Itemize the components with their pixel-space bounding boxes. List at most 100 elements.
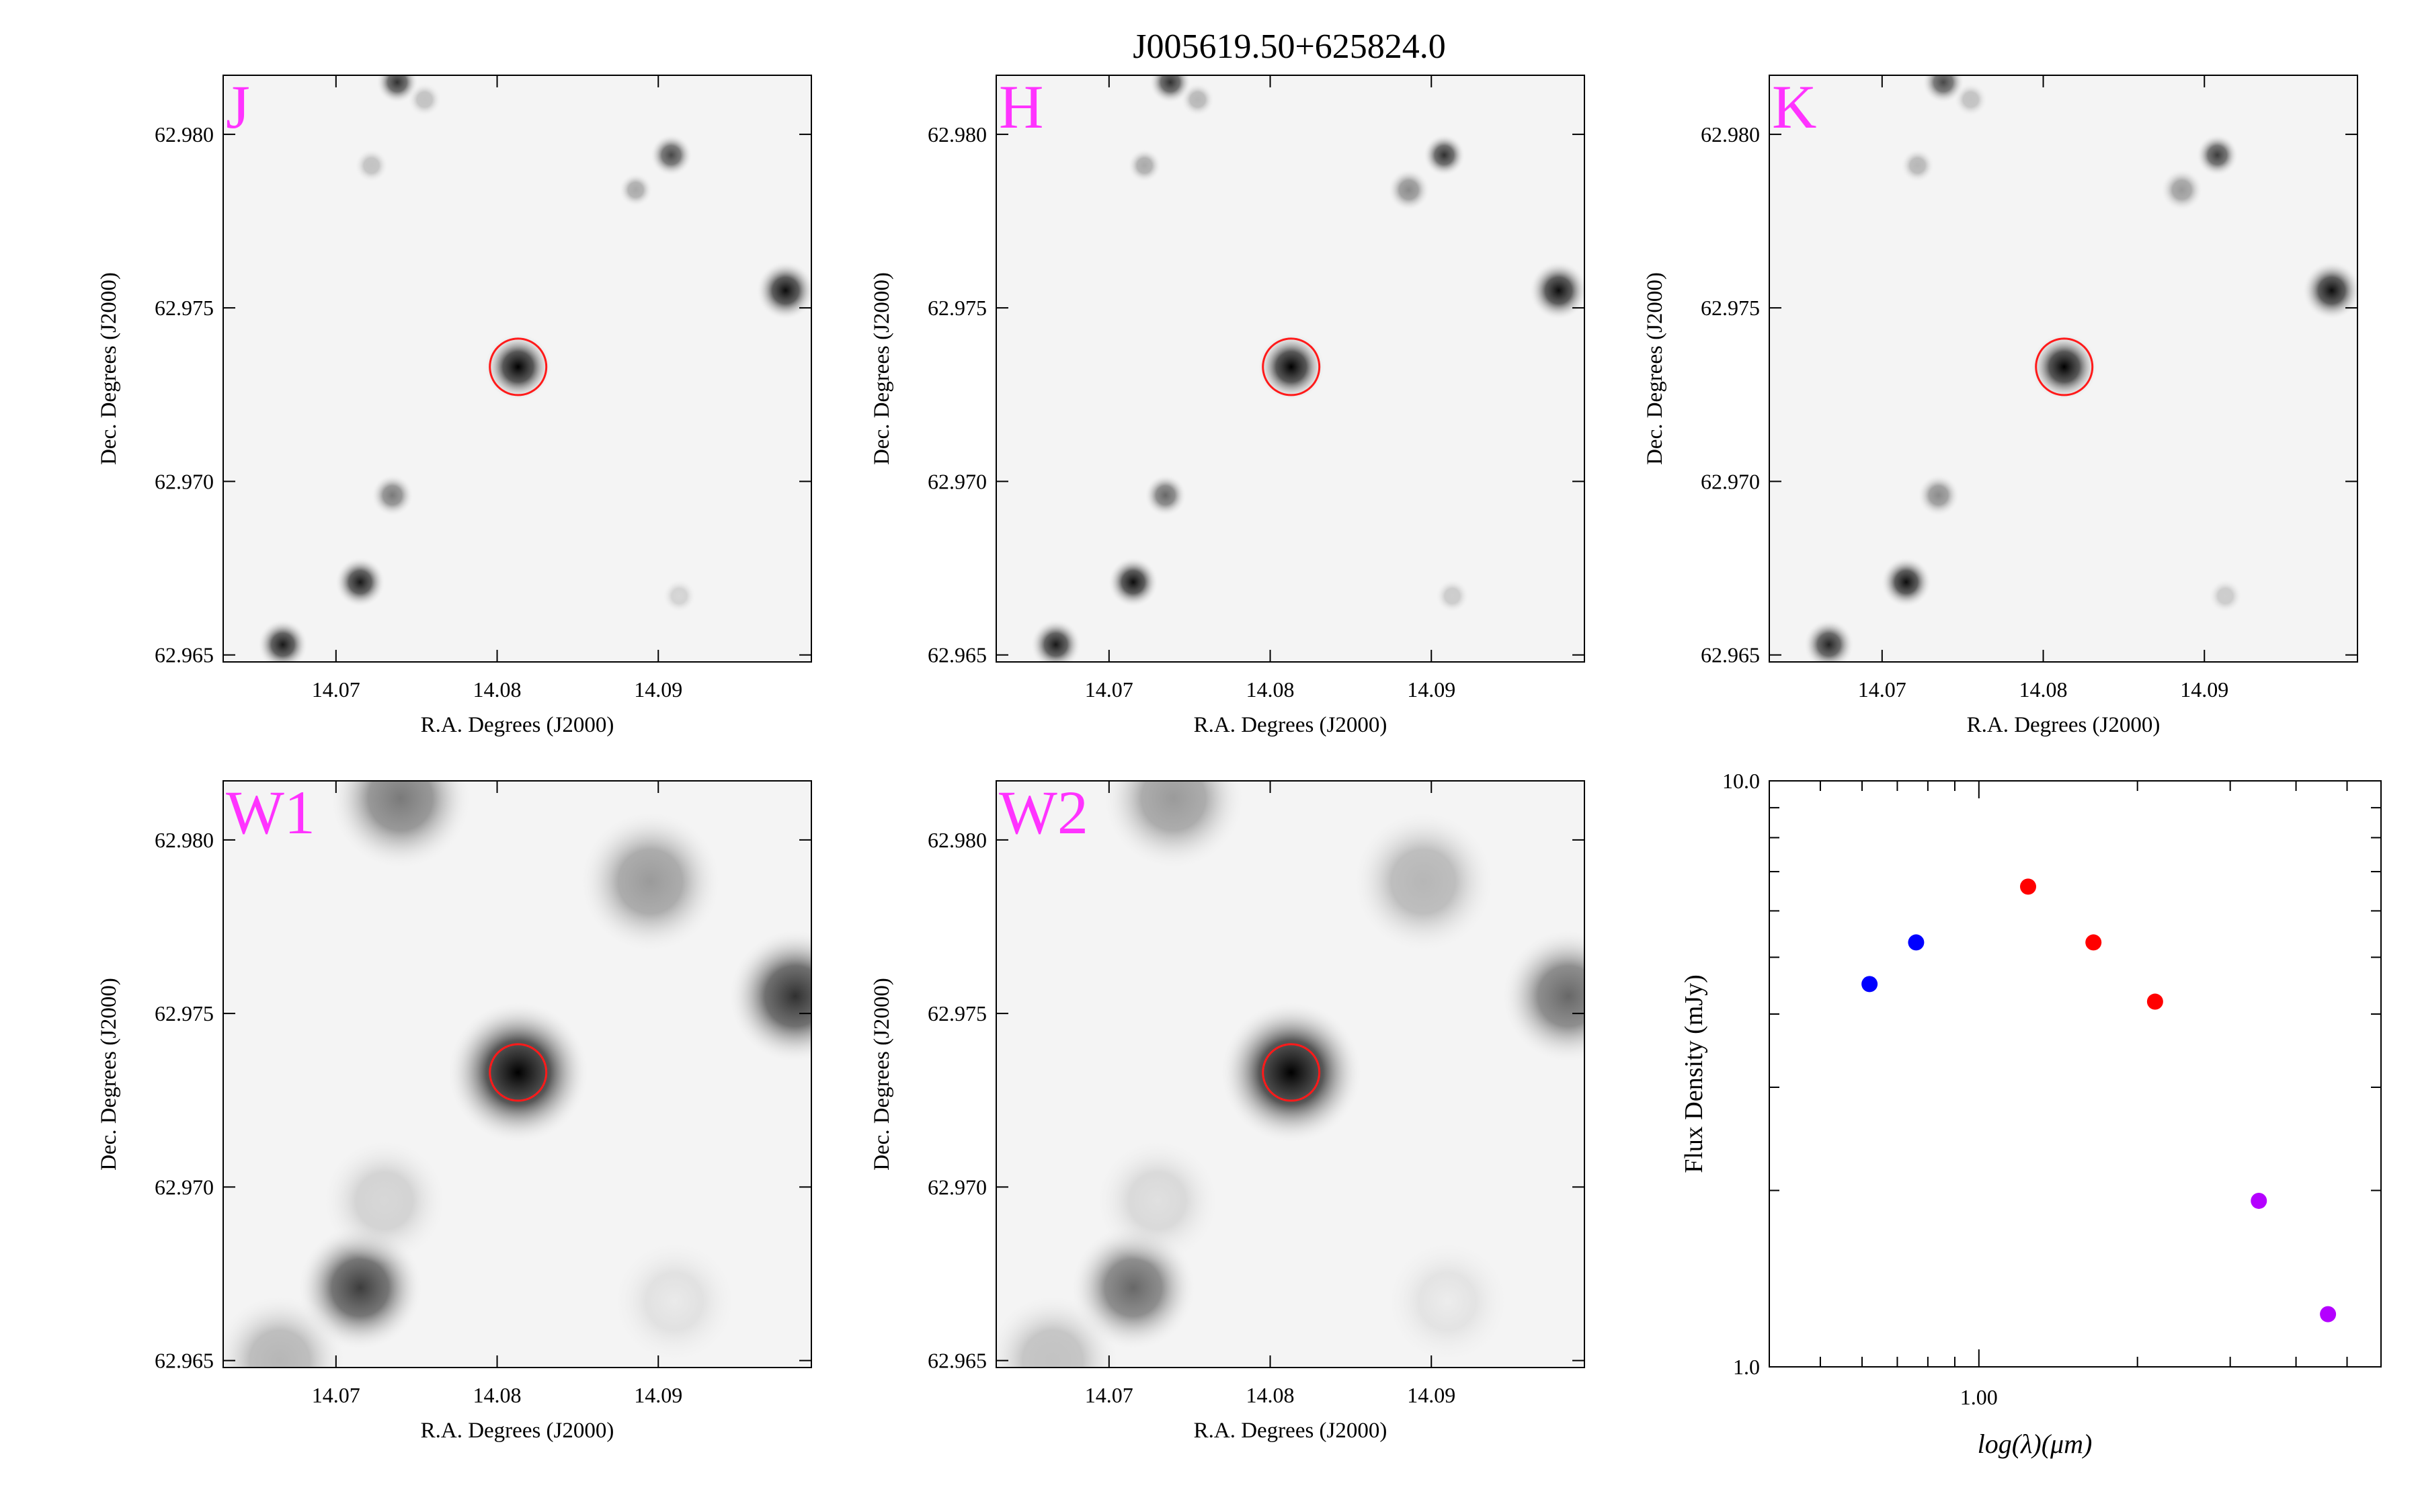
target-circle <box>2035 337 2094 396</box>
star-source <box>371 474 413 517</box>
star-source <box>996 1293 1120 1368</box>
y-axis-label: Dec. Degrees (J2000) <box>97 978 121 1171</box>
star-source <box>1423 134 1465 176</box>
star-source <box>1127 149 1162 183</box>
band-label: J <box>226 73 250 141</box>
x-tick-label: 14.09 <box>1407 1383 1455 1407</box>
star-source <box>1149 75 1192 103</box>
x-tick-label: 14.08 <box>2019 677 2068 702</box>
target-circle <box>489 1043 548 1102</box>
panel-frame <box>223 75 812 663</box>
star-source <box>1352 810 1495 953</box>
y-axis-label: Dec. Degrees (J2000) <box>97 272 121 465</box>
x-axis-label: R.A. Degrees (J2000) <box>1967 713 2161 737</box>
y-tick-label: 62.970 <box>928 469 987 493</box>
star-source <box>376 75 419 103</box>
band-label: W1 <box>226 778 315 847</box>
band-label: W2 <box>999 778 1088 847</box>
star-source <box>335 556 386 607</box>
star-source <box>611 1238 737 1365</box>
star-source <box>1144 474 1186 517</box>
sed-x-tick-label: 1.00 <box>1960 1385 1998 1409</box>
y-tick-label: 62.980 <box>155 122 214 146</box>
y-tick-label: 62.975 <box>1701 296 1760 320</box>
image-panel-w1: W1 14.07 14.08 14.09 62.965 62.970 62.975 62.98… <box>97 778 812 1443</box>
target-circle <box>1262 1043 1321 1102</box>
sed-data-point <box>2146 993 2163 1010</box>
sed-y-tick-label: 10.0 <box>1722 769 1760 793</box>
star-source <box>446 1001 590 1144</box>
sed-series-0 <box>1861 934 1925 993</box>
y-axis-label: Dec. Degrees (J2000) <box>1643 272 1667 465</box>
star-source <box>1384 1238 1510 1365</box>
y-tick-label: 62.980 <box>928 122 987 146</box>
x-tick-label: 14.08 <box>473 1383 522 1407</box>
star-source <box>223 1293 347 1368</box>
sed-series-2 <box>2251 1192 2337 1322</box>
star-source <box>1953 83 1988 117</box>
star-source <box>2302 261 2357 320</box>
image-panel-k: K 14.07 14.08 14.09 62.965 62.970 62.975 62.980… <box>1643 73 2358 737</box>
sed-chart: 1.0 10.0 1.00 log(λ)(μm) Flux Density (mJy) <box>1680 769 2382 1459</box>
sed-data-point <box>1908 934 1925 951</box>
sed-x-axis-label: log(λ)(μm) <box>1978 1429 2093 1459</box>
star-source <box>407 83 442 117</box>
x-tick-label: 14.09 <box>1407 677 1455 702</box>
x-axis-label: R.A. Degrees (J2000) <box>421 713 614 737</box>
star-source <box>257 619 309 662</box>
x-tick-label: 14.07 <box>312 1383 360 1407</box>
star-source <box>1917 474 1960 517</box>
y-tick-label: 62.965 <box>928 643 987 667</box>
sky-image <box>996 75 1584 662</box>
x-axis-label: R.A. Degrees (J2000) <box>1194 713 1387 737</box>
x-tick-label: 14.08 <box>1246 677 1295 702</box>
x-tick-label: 14.07 <box>1858 677 1906 702</box>
y-tick-label: 62.970 <box>155 469 214 493</box>
image-panels: J 14.07 14.08 14.09 62.965 62.970 62.975 62.980… <box>97 73 2358 1443</box>
sky-image <box>223 781 811 1368</box>
y-tick-label: 62.965 <box>1701 643 1760 667</box>
star-source <box>1881 556 1932 607</box>
star-source <box>579 810 722 953</box>
y-tick-label: 62.965 <box>155 1349 214 1373</box>
x-tick-label: 14.08 <box>473 677 522 702</box>
image-panel-w2: W2 14.07 14.08 14.09 62.965 62.970 62.975 62.98… <box>870 778 1585 1443</box>
y-tick-label: 62.965 <box>155 643 214 667</box>
sed-y-tick-label: 1.0 <box>1733 1355 1760 1379</box>
sed-series-1 <box>2020 878 2163 1010</box>
star-source <box>1219 1001 1363 1144</box>
x-tick-label: 14.09 <box>2180 677 2228 702</box>
star-source <box>1102 781 1245 870</box>
star-source <box>1529 261 1584 320</box>
x-tick-label: 14.07 <box>1085 677 1133 702</box>
band-label: H <box>999 73 1043 141</box>
star-source <box>484 333 552 401</box>
sky-image <box>223 75 811 662</box>
y-tick-label: 62.965 <box>928 1349 987 1373</box>
x-tick-label: 14.09 <box>634 1383 682 1407</box>
star-source <box>2030 333 2098 401</box>
panel-frame <box>223 780 812 1368</box>
panel-frame <box>996 75 1585 663</box>
panel-frame <box>996 780 1585 1368</box>
x-axis-label: R.A. Degrees (J2000) <box>1194 1419 1387 1443</box>
sed-y-axis-label: Flux Density (mJy) <box>1680 974 1708 1173</box>
target-circle <box>489 337 548 396</box>
y-tick-label: 62.980 <box>155 828 214 852</box>
star-source <box>2196 134 2238 176</box>
y-tick-label: 62.975 <box>928 1001 987 1025</box>
star-source <box>1257 333 1325 401</box>
image-panel-j: J 14.07 14.08 14.09 62.965 62.970 62.975 62.980… <box>97 73 812 737</box>
star-source <box>1804 619 1855 662</box>
figure-title: J005619.50+625824.0 <box>1133 28 1446 66</box>
y-tick-label: 62.980 <box>928 828 987 852</box>
image-panel-h: H 14.07 14.08 14.09 62.965 62.970 62.975 62.980… <box>870 73 1585 737</box>
sed-data-point <box>1861 976 1878 993</box>
y-tick-label: 62.975 <box>155 296 214 320</box>
sky-image <box>1769 75 2357 662</box>
star-source <box>650 134 692 176</box>
sed-frame <box>1769 780 2382 1368</box>
star-source <box>1501 929 1584 1063</box>
target-circle <box>1262 337 1321 396</box>
